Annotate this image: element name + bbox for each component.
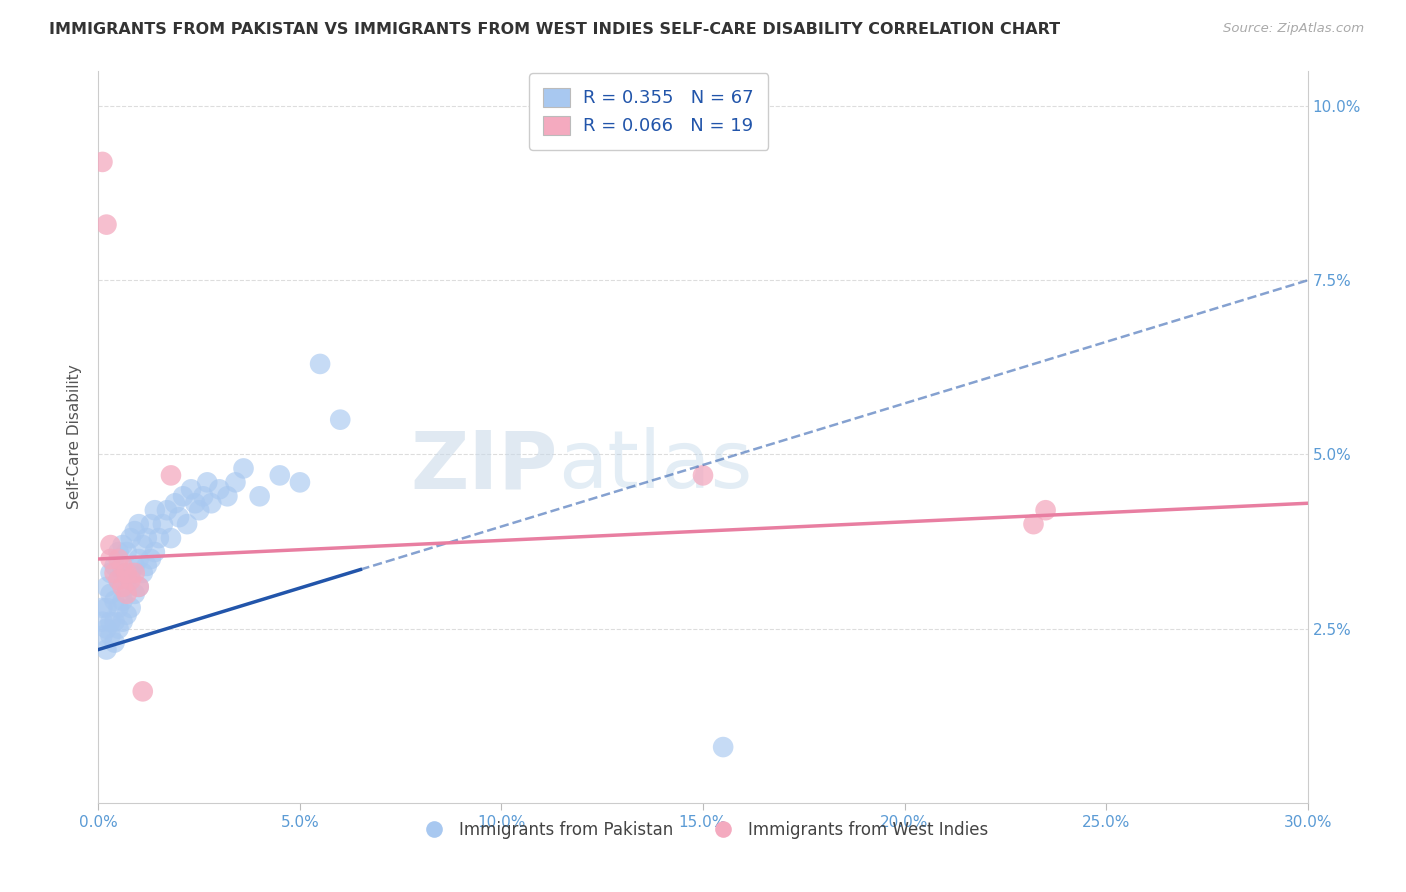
Point [96, 580, 118, 594]
Point [111, 566, 134, 580]
Point [115, 566, 138, 580]
Point [163, 496, 186, 510]
Point [132, 566, 155, 580]
Point [195, 475, 218, 490]
Point [124, 524, 146, 538]
Point [193, 489, 215, 503]
Point [329, 412, 352, 426]
Point [132, 538, 155, 552]
Point [103, 635, 125, 649]
Point [100, 587, 122, 601]
Point [107, 600, 129, 615]
Point [96, 642, 118, 657]
Point [124, 558, 146, 573]
Point [111, 594, 134, 608]
Point [107, 573, 129, 587]
Point [309, 357, 332, 371]
Point [160, 531, 183, 545]
Point [128, 580, 150, 594]
Point [103, 615, 125, 629]
Point [111, 538, 134, 552]
Point [152, 517, 174, 532]
Point [135, 531, 157, 545]
Point [120, 600, 142, 615]
Point [100, 538, 122, 552]
Point [167, 510, 190, 524]
Point [132, 684, 155, 698]
Point [91, 615, 114, 629]
Point [120, 566, 142, 580]
Point [103, 558, 125, 573]
Point [135, 558, 157, 573]
Point [208, 483, 231, 497]
Point [139, 552, 162, 566]
Point [124, 587, 146, 601]
Point [217, 489, 239, 503]
Text: IMMIGRANTS FROM PAKISTAN VS IMMIGRANTS FROM WEST INDIES SELF-CARE DISABILITY COR: IMMIGRANTS FROM PAKISTAN VS IMMIGRANTS F… [49, 22, 1060, 37]
Point [115, 607, 138, 622]
Point [269, 468, 291, 483]
Point [124, 566, 146, 580]
Point [111, 580, 134, 594]
Point [115, 580, 138, 594]
Point [1035, 503, 1057, 517]
Point [184, 496, 207, 510]
Point [115, 587, 138, 601]
Point [148, 531, 170, 545]
Point [120, 573, 142, 587]
Point [107, 622, 129, 636]
Point [107, 545, 129, 559]
Text: atlas: atlas [558, 427, 752, 506]
Point [91, 629, 114, 643]
Point [288, 475, 311, 490]
Point [200, 496, 222, 510]
Point [120, 531, 142, 545]
Point [100, 615, 122, 629]
Point [128, 517, 150, 532]
Y-axis label: Self-Care Disability: Self-Care Disability [67, 365, 83, 509]
Point [156, 503, 179, 517]
Point [128, 580, 150, 594]
Point [1022, 517, 1045, 532]
Point [711, 740, 734, 755]
Point [692, 468, 714, 483]
Point [176, 517, 198, 532]
Text: ZIP: ZIP [411, 427, 558, 506]
Point [232, 461, 254, 475]
Point [143, 503, 166, 517]
Point [100, 629, 122, 643]
Point [249, 489, 271, 503]
Point [188, 503, 211, 517]
Point [111, 558, 134, 573]
Point [96, 622, 118, 636]
Point [143, 545, 166, 559]
Point [96, 600, 118, 615]
Point [128, 552, 150, 566]
Point [111, 615, 134, 629]
Point [96, 218, 118, 232]
Point [139, 517, 162, 532]
Point [180, 483, 202, 497]
Point [172, 489, 194, 503]
Point [224, 475, 246, 490]
Point [91, 155, 114, 169]
Point [91, 600, 114, 615]
Text: Source: ZipAtlas.com: Source: ZipAtlas.com [1223, 22, 1364, 36]
Legend: Immigrants from Pakistan, Immigrants from West Indies: Immigrants from Pakistan, Immigrants fro… [411, 814, 995, 846]
Point [103, 566, 125, 580]
Point [115, 545, 138, 559]
Point [107, 573, 129, 587]
Point [160, 468, 183, 483]
Point [100, 552, 122, 566]
Point [100, 566, 122, 580]
Point [103, 594, 125, 608]
Point [107, 552, 129, 566]
